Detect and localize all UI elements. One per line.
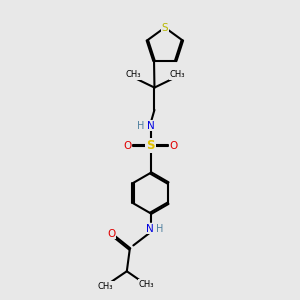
Text: O: O [123, 140, 131, 151]
Text: CH₃: CH₃ [98, 282, 113, 291]
Text: CH₃: CH₃ [169, 70, 185, 79]
Text: CH₃: CH₃ [125, 70, 141, 79]
Text: H: H [137, 121, 145, 130]
Text: CH₃: CH₃ [139, 280, 154, 289]
Text: S: S [146, 139, 155, 152]
Text: N: N [147, 121, 154, 130]
Text: H: H [156, 224, 164, 234]
Text: O: O [107, 229, 115, 238]
Text: O: O [170, 140, 178, 151]
Text: N: N [146, 224, 154, 234]
Text: S: S [161, 22, 168, 32]
